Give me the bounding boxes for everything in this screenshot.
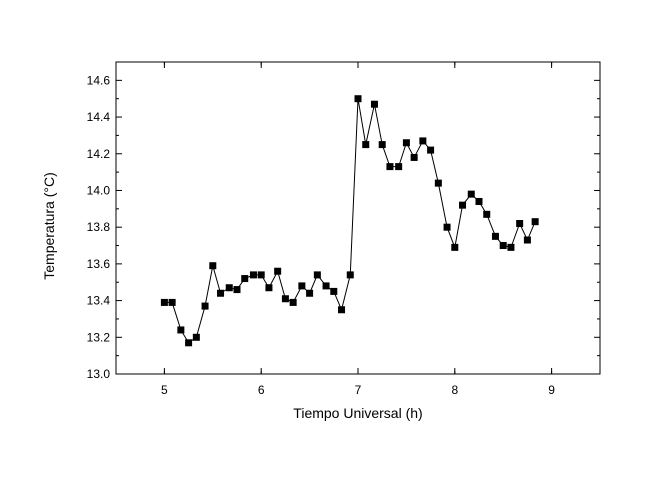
data-point	[257, 271, 265, 279]
series-line	[164, 98, 536, 344]
data-point	[241, 275, 249, 283]
y-axis-ticks	[116, 79, 600, 375]
data-point	[225, 284, 233, 292]
data-point	[507, 243, 515, 251]
data-point	[370, 100, 378, 108]
y-tick-label: 13.6	[87, 257, 111, 271]
data-point	[410, 153, 418, 161]
y-tick-label: 14.0	[87, 183, 111, 197]
data-point	[419, 137, 427, 145]
x-axis-ticks	[163, 62, 553, 374]
data-point	[523, 236, 531, 244]
data-point	[499, 242, 507, 250]
data-point	[298, 282, 306, 290]
y-axis-tick-labels: 13.0 13.2 13.4 13.6 13.8 14.0 14.2 14.4 14.6	[87, 73, 111, 381]
data-point	[516, 220, 524, 228]
data-point	[160, 298, 168, 306]
y-tick-label: 14.4	[87, 110, 111, 124]
data-point	[531, 218, 539, 226]
y-axis-title: Temperatura (°C)	[41, 172, 57, 280]
data-point	[265, 284, 273, 292]
data-point	[217, 289, 225, 297]
x-axis-tick-labels: 5 6 7 8 9	[161, 383, 555, 397]
data-point	[354, 95, 362, 103]
x-tick-label: 6	[258, 383, 265, 397]
data-point	[330, 287, 338, 295]
x-axis-title: Tiempo Universal (h)	[293, 405, 422, 421]
data-point	[274, 267, 282, 275]
data-point	[434, 179, 442, 187]
data-point	[185, 339, 193, 347]
data-point	[346, 271, 354, 279]
data-point	[313, 271, 321, 279]
data-point	[168, 298, 176, 306]
data-point	[233, 286, 241, 294]
data-point	[378, 141, 386, 149]
data-point	[386, 163, 394, 171]
y-tick-label: 13.4	[87, 294, 111, 308]
data-point	[281, 295, 289, 303]
data-point	[177, 326, 185, 334]
data-point	[338, 306, 346, 314]
x-tick-label: 9	[548, 383, 555, 397]
data-point	[402, 139, 410, 147]
data-point	[192, 333, 200, 341]
y-tick-label: 13.0	[87, 367, 111, 381]
data-point	[322, 282, 330, 290]
x-tick-label: 5	[161, 383, 168, 397]
data-point	[483, 210, 491, 218]
data-point	[491, 232, 499, 240]
y-tick-label: 13.8	[87, 220, 111, 234]
data-point	[475, 197, 483, 205]
data-point	[209, 262, 217, 270]
data-point	[395, 163, 403, 171]
data-point	[249, 271, 257, 279]
data-markers	[160, 95, 539, 347]
data-point	[427, 146, 435, 154]
data-point	[443, 223, 451, 231]
x-tick-label: 8	[451, 383, 458, 397]
y-tick-label: 14.2	[87, 147, 111, 161]
y-tick-label: 14.6	[87, 73, 111, 87]
data-point	[459, 201, 467, 209]
data-point	[289, 298, 297, 306]
y-tick-label: 13.2	[87, 330, 111, 344]
data-point	[201, 302, 209, 310]
data-point	[467, 190, 475, 198]
data-point	[451, 243, 459, 251]
data-point	[362, 141, 370, 149]
x-tick-label: 7	[355, 383, 362, 397]
data-point	[306, 289, 314, 297]
